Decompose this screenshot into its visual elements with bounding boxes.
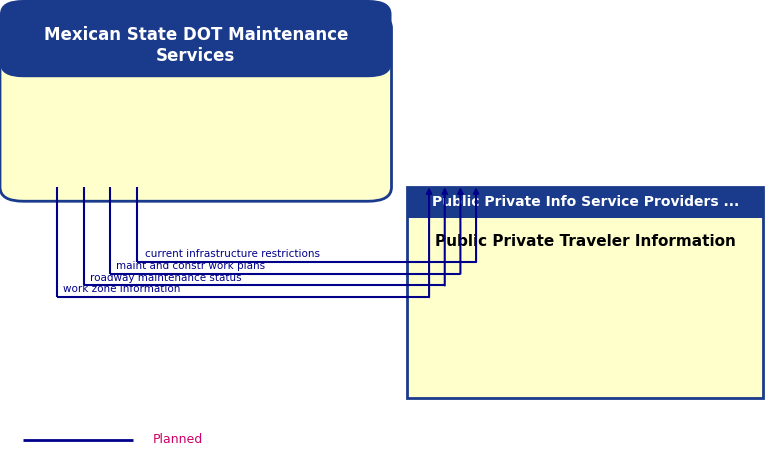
FancyBboxPatch shape — [0, 0, 392, 77]
Bar — [23, 45, 368, 63]
Text: maint and constr work plans: maint and constr work plans — [116, 261, 265, 271]
Text: Mexican State DOT Maintenance
Services: Mexican State DOT Maintenance Services — [44, 26, 348, 65]
Bar — [407, 187, 763, 398]
Text: current infrastructure restrictions: current infrastructure restrictions — [145, 249, 319, 259]
Text: Public Private Info Service Providers ...: Public Private Info Service Providers ..… — [431, 196, 739, 209]
Text: Public Private Traveler Information: Public Private Traveler Information — [435, 234, 736, 249]
Text: roadway maintenance status: roadway maintenance status — [90, 273, 242, 283]
Text: Planned: Planned — [153, 433, 203, 446]
Bar — [407, 187, 763, 218]
FancyBboxPatch shape — [0, 14, 392, 201]
Text: work zone information: work zone information — [63, 285, 180, 294]
